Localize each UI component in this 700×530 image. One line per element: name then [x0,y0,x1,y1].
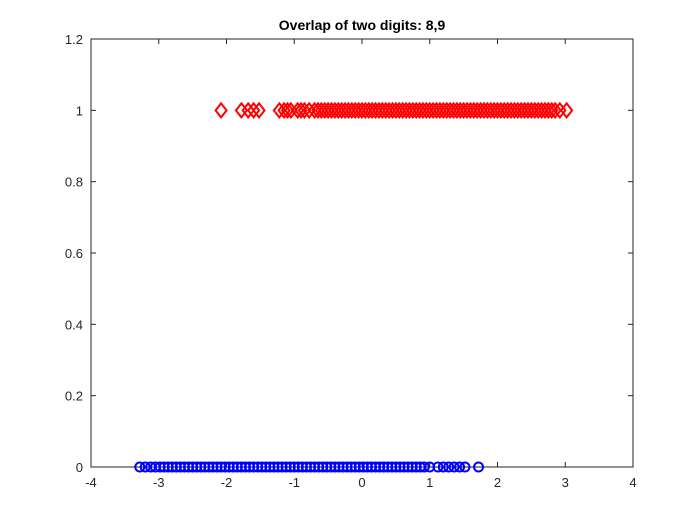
diamond-point [302,101,316,119]
circle-point [139,461,151,473]
diamond-point [280,101,295,119]
x-tick-label: 1 [426,475,433,490]
diamond-point [548,101,562,119]
x-tick-label: -1 [288,475,300,490]
y-tick-label: 1.2 [65,32,83,47]
diamond-point [214,101,228,119]
diamond-point [234,101,249,119]
diamond-point [559,101,574,119]
diamond-point [252,101,266,119]
y-tick-label: 1 [76,103,83,118]
x-tick-label: -2 [221,475,233,490]
circle-point [473,461,485,473]
x-tick-label: 3 [562,475,569,490]
x-tick-label: 2 [494,475,501,490]
y-tick-label: 0 [76,460,83,475]
x-tick-label: 4 [629,475,636,490]
x-tick-label: -4 [85,475,97,490]
diamond-point [297,101,312,119]
circle-point [448,461,460,473]
y-tick-label: 0.8 [65,175,83,190]
circle-point [134,461,146,473]
circle-point [454,461,466,473]
chart-title: Overlap of two digits: 8,9 [279,17,446,33]
plot-area: -4 -3 -2 -1 0 1 2 3 4 0 0.2 0.4 0.6 0.8 1 1.2 [65,32,637,490]
circle-point [437,461,449,473]
y-tick-label: 0.2 [65,389,83,404]
x-tick-label: 0 [358,475,365,490]
circle-point [443,461,455,473]
circle-point [418,461,430,473]
y-tick-label: 0.6 [65,246,83,261]
circle-point [432,461,444,473]
circle-point [459,461,471,473]
y-tick-label: 0.4 [65,317,83,332]
diamond-point [241,101,255,119]
x-tick-label: -3 [153,475,165,490]
diamond-point [246,101,261,119]
